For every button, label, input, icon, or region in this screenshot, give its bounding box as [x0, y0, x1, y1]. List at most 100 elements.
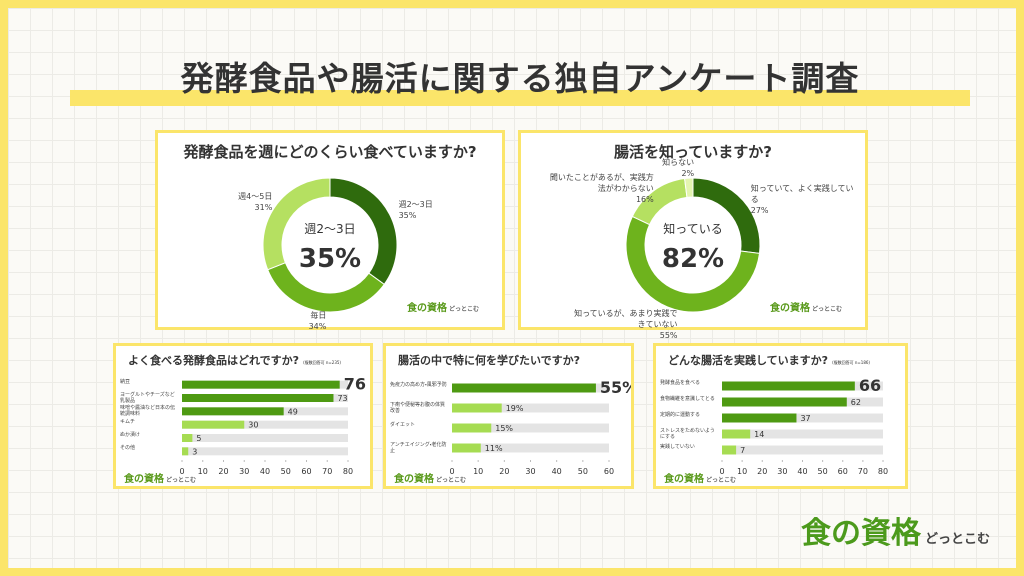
value-label: 7: [740, 446, 745, 455]
bar: [452, 403, 502, 413]
value-label: 49: [288, 407, 298, 416]
value-label: 55%: [600, 378, 631, 397]
brand-name: 食の資格: [800, 516, 921, 551]
x-tick-label: 50: [578, 467, 588, 476]
chart-card: 発酵食品を週にどのくらい食べていますか? 週2〜3日 35% 週2〜3日 35% 毎日 34…: [155, 130, 505, 332]
category-label: アンチエイジング・老化防止: [390, 442, 447, 454]
value-label: 3: [192, 447, 197, 456]
brand-name: 食の資格: [664, 474, 704, 485]
center-value: 35%: [299, 244, 361, 274]
category-label: 知っているが、あまり実践できていない: [574, 308, 678, 329]
value-label: 27%: [750, 206, 769, 216]
category-label: 免疫力の高め方・風邪予防: [390, 382, 447, 388]
value-label: 37: [800, 414, 810, 423]
bar: [452, 443, 481, 453]
chart-card: よく食べる発酵食品はどれですか? (複数回答可 n=235) 0 10 20 30 40 50…: [113, 343, 373, 489]
brand-name: 食の資格: [407, 303, 447, 314]
bar-track: [452, 423, 609, 433]
chart-card: 腸活を知っていますか? 知っている 82% 知っていて、よく実践している 27% 知ってい…: [518, 130, 868, 340]
bar-track: [182, 434, 348, 442]
x-tick-label: 0: [719, 467, 724, 476]
segment-label: 聞いたことがあるが、実践方法がわからない 16%: [544, 172, 654, 205]
x-tick-label: 10: [473, 467, 483, 476]
x-tick-label: 40: [552, 467, 562, 476]
bar: [182, 407, 284, 416]
card-logo: 食の資格 どっとこむ: [770, 299, 842, 314]
bar: [722, 413, 797, 423]
center-value: 82%: [662, 244, 724, 274]
value-label: 15%: [495, 424, 513, 433]
title-underline: [70, 90, 970, 106]
brand-name: 食の資格: [394, 474, 434, 485]
bar: [182, 394, 334, 402]
category-label: 知っていて、よく実践している: [750, 184, 854, 205]
category-label: 定期的に運動する: [660, 412, 701, 418]
bar-track: [452, 403, 609, 413]
donut-segment: [625, 215, 761, 313]
x-tick-label: 80: [343, 467, 353, 476]
chart: 腸活を知っていますか? 知っている 82%: [614, 143, 772, 313]
card-logo: 食の資格 どっとこむ: [407, 299, 479, 314]
category-label: 下痢や便秘等お腹の体質改善: [390, 402, 446, 414]
bar-track: [182, 420, 348, 429]
category-label: 納豆: [120, 378, 131, 385]
title-text: よく食べる発酵食品はどれですか?: [128, 353, 299, 367]
x-tick-label: 30: [239, 467, 249, 476]
bar-track: [722, 413, 883, 423]
value-label: 76: [344, 375, 366, 394]
x-tick-label: 50: [818, 467, 828, 476]
chart-card: どんな腸活を実践していますか? (複数回答可 n=186) 0 10 20 30 40 50 6…: [653, 343, 908, 489]
brand-logo: 食の資格 どっとこむ: [801, 508, 990, 552]
x-tick-label: 60: [301, 467, 311, 476]
x-tick-label: 20: [757, 467, 767, 476]
chart-title: よく食べる発酵食品はどれですか? (複数回答可 n=235): [128, 353, 341, 367]
x-tick-label: 0: [179, 467, 184, 476]
brand-suffix: どっとこむ: [706, 477, 737, 484]
page-title: 発酵食品や腸活に関する独自アンケート調査: [180, 59, 860, 98]
x-tick-label: 0: [449, 467, 454, 476]
x-tick-label: 50: [281, 467, 291, 476]
bar: [452, 383, 596, 393]
value-label: 73: [337, 394, 347, 403]
segment-label: 知っているが、あまり実践できていない 55%: [568, 308, 678, 341]
category-label: 知らない: [662, 158, 695, 168]
bar: [182, 380, 340, 389]
segment-label: 知らない 2%: [662, 157, 694, 179]
donut-segment: [684, 177, 694, 198]
x-tick-label: 40: [797, 467, 807, 476]
value-label: 31%: [254, 202, 273, 212]
category-label: 発酵食品を食べる: [660, 380, 701, 386]
x-tick-label: 30: [777, 467, 787, 476]
bar-track: [182, 447, 348, 456]
chart: 発酵食品を週にどのくらい食べていますか? 週2〜3日 35%: [182, 143, 477, 313]
x-tick-label: 70: [858, 467, 868, 476]
bar: [722, 445, 737, 455]
title-text: 腸活の中で特に何を学びたいですか?: [398, 353, 580, 367]
chart-title: 腸活の中で特に何を学びたいですか?: [398, 353, 580, 367]
chart-note: (複数回答可 n=235): [303, 359, 341, 365]
category-label: 週4〜5日: [238, 191, 273, 201]
bar-track: [722, 445, 883, 455]
chart-title: 腸活を知っていますか?: [614, 143, 772, 161]
center-label: 週2〜3日: [304, 222, 355, 236]
bar: [452, 423, 492, 433]
x-tick-label: 10: [198, 467, 208, 476]
x-tick-label: 20: [499, 467, 509, 476]
brand-suffix: どっとこむ: [436, 477, 467, 484]
title-banner: 発酵食品や腸活に関する独自アンケート調査: [70, 48, 970, 108]
value-label: 34%: [308, 322, 327, 332]
x-tick-label: 40: [260, 467, 270, 476]
category-label: 味噌や醤油など日本の伝統調味料: [120, 405, 176, 418]
value-label: 11%: [485, 444, 503, 453]
category-label: ダイエット: [390, 422, 415, 428]
category-label: ストレスをためないようにする: [660, 428, 715, 440]
chart-title: 発酵食品を週にどのくらい食べていますか?: [182, 143, 476, 161]
value-label: 55%: [659, 330, 678, 340]
bar: [182, 420, 245, 429]
category-label: キムチ: [120, 418, 136, 425]
brand-suffix: どっとこむ: [812, 306, 843, 313]
brand-name: 食の資格: [770, 303, 810, 314]
chart: どんな腸活を実践していますか? (複数回答可 n=186) 0 10 20 30 40 50 6…: [668, 353, 888, 476]
bar-track: [722, 429, 883, 439]
